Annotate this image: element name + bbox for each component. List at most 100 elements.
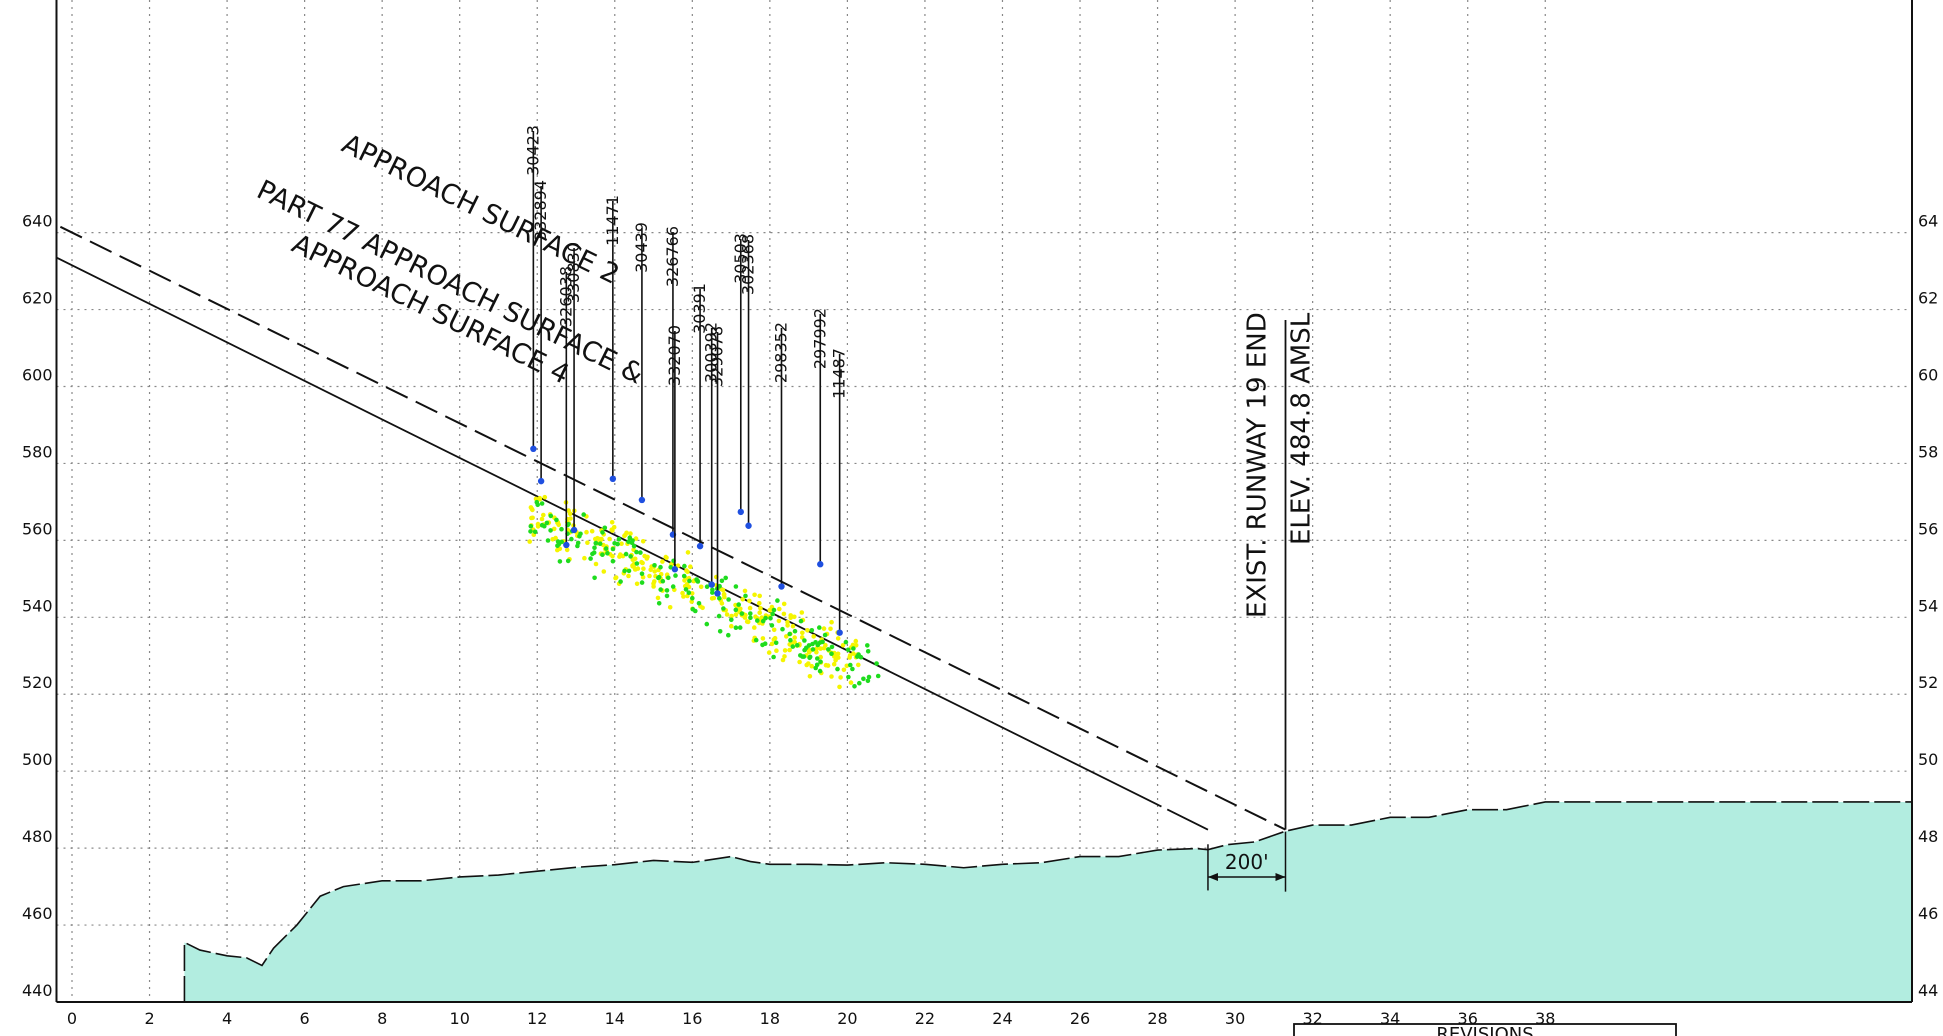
cloud-point — [845, 647, 851, 653]
cloud-point — [559, 539, 564, 545]
cloud-point — [831, 661, 837, 667]
cloud-point — [810, 647, 816, 652]
x-tick-label: 28 — [1147, 1009, 1167, 1028]
cloud-point — [626, 568, 632, 574]
cloud-point — [807, 674, 813, 679]
cloud-point — [771, 654, 776, 660]
runway-end-label: EXIST. RUNWAY 19 END — [1243, 312, 1273, 618]
cloud-point — [800, 630, 805, 636]
y-tick-label-left: 500 — [22, 750, 53, 769]
cloud-point — [790, 623, 796, 629]
cloud-point — [664, 593, 670, 599]
cloud-point — [799, 610, 805, 615]
cloud-point — [815, 656, 820, 661]
cloud-point — [813, 665, 818, 671]
y-tick-label-left: 440 — [22, 981, 53, 1000]
cloud-point — [852, 684, 857, 689]
y-tick-label-left: 580 — [22, 442, 53, 461]
cloud-point — [584, 529, 589, 535]
cloud-point — [771, 607, 777, 613]
cloud-point — [710, 590, 715, 595]
cloud-point — [719, 578, 725, 584]
cloud-point — [577, 534, 582, 539]
cloud-point — [769, 641, 775, 647]
cloud-point — [575, 543, 580, 549]
obstruction-label-30439: 30439 — [632, 222, 651, 273]
cloud-point — [857, 680, 862, 686]
cloud-point — [846, 674, 851, 680]
cloud-point — [717, 595, 722, 601]
cloud-point — [721, 606, 726, 611]
cloud-point — [762, 641, 768, 646]
cloud-point — [809, 628, 815, 633]
cloud-point — [647, 573, 652, 579]
y-tick-label-right: 46 — [1918, 904, 1938, 923]
cloud-point — [788, 637, 793, 643]
cloud-point — [784, 634, 789, 639]
cloud-point — [721, 592, 727, 598]
obstruction-point-329078 — [714, 590, 721, 597]
y-tick-label-right: 50 — [1918, 750, 1938, 769]
cloud-point — [652, 569, 657, 574]
obstruction-point-30391 — [696, 542, 704, 550]
cloud-point — [792, 614, 797, 620]
terrain-fill — [184, 801, 1913, 1002]
cloud-point — [695, 579, 701, 584]
cloud-point — [565, 558, 571, 564]
cloud-point — [617, 554, 622, 559]
cloud-point — [623, 532, 628, 537]
x-tick-label: 26 — [1070, 1009, 1090, 1028]
cloud-point — [733, 607, 739, 613]
cloud-point — [818, 659, 823, 665]
y-tick-label-right: 56 — [1918, 519, 1938, 538]
obstruction-label-30423: 30423 — [523, 125, 542, 176]
cloud-point — [782, 654, 787, 659]
y-tick-label-right: 52 — [1918, 673, 1938, 692]
cloud-point — [601, 569, 607, 574]
cloud-point — [600, 552, 605, 557]
cloud-point — [719, 601, 725, 606]
cloud-point — [638, 550, 643, 555]
x-tick-label: 0 — [67, 1009, 77, 1028]
cloud-point — [539, 501, 545, 506]
cloud-point — [737, 625, 743, 630]
obstruction-point-330830 — [570, 526, 578, 534]
x-tick-label: 10 — [450, 1009, 470, 1028]
cloud-point — [690, 606, 696, 612]
runway-elevation-label: ELEV. 484.8 AMSL — [1287, 312, 1317, 545]
obstruction-point-326038 — [563, 541, 570, 549]
cloud-point — [865, 643, 870, 648]
cloud-point — [767, 607, 773, 613]
approach-surface-4-line — [56, 256, 1162, 808]
cloud-point — [589, 528, 595, 534]
cloud-point — [797, 659, 802, 665]
cloud-point — [528, 524, 534, 529]
cloud-point — [535, 524, 541, 529]
cloud-point — [550, 537, 555, 542]
x-tick-label: 4 — [222, 1009, 232, 1028]
y-tick-label-left: 620 — [22, 289, 53, 308]
cloud-point — [790, 644, 796, 649]
obstruction-label-30503: 30503 — [731, 233, 750, 284]
cloud-point — [634, 581, 640, 587]
x-tick-label: 18 — [760, 1009, 780, 1028]
cloud-point — [569, 536, 574, 542]
cloud-point — [681, 573, 687, 579]
cloud-point — [554, 517, 559, 523]
cloud-point — [605, 551, 610, 556]
x-tick-label: 24 — [992, 1009, 1012, 1028]
cloud-point — [840, 643, 846, 648]
cloud-point — [588, 556, 593, 561]
cloud-point — [664, 588, 670, 593]
cloud-point — [835, 666, 840, 672]
cloud-point — [630, 538, 635, 543]
cloud-point — [858, 654, 864, 660]
cloud-point — [603, 546, 609, 551]
cloud-point — [785, 623, 790, 628]
cloud-point — [847, 655, 852, 660]
cloud-point — [639, 559, 644, 565]
cloud-point — [607, 536, 612, 542]
y-tick-label-right: 58 — [1918, 442, 1938, 461]
cloud-point — [848, 680, 854, 685]
